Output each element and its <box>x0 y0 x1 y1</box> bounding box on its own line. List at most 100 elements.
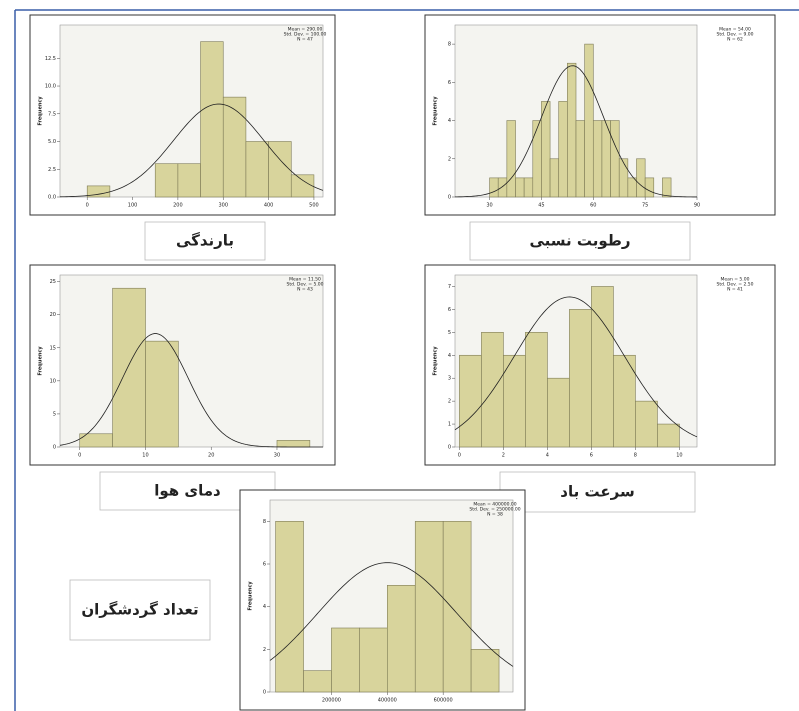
bar <box>644 177 655 198</box>
bar <box>541 101 551 198</box>
bar <box>268 141 292 198</box>
normal-curve <box>59 333 323 448</box>
y-tick-label: 2 <box>263 647 266 653</box>
y-tick-label: 0 <box>53 445 56 451</box>
y-tick-label: 4 <box>263 604 266 610</box>
x-tick-label: 200 <box>173 203 183 209</box>
bar <box>245 141 269 198</box>
y-tick-label: 5 <box>53 411 56 417</box>
y-tick-label: 10 <box>50 378 56 384</box>
y-axis-label: Frequency <box>38 346 44 376</box>
bar <box>470 649 500 693</box>
stats-text: Mean = 400000.00 <box>473 502 516 508</box>
caption-box <box>69 579 211 641</box>
x-tick-label: 200000 <box>322 698 341 704</box>
y-tick-label: 6 <box>448 307 451 313</box>
bar <box>635 400 658 448</box>
caption: تعداد گردشگران <box>81 601 198 619</box>
stats-text: Mean = 54.00 <box>719 27 751 33</box>
normal-curve <box>59 103 324 198</box>
stats-text: Std. Dev. = 100.00 <box>284 32 327 38</box>
y-tick-label: 0 <box>448 195 451 201</box>
bar <box>497 177 508 198</box>
x-tick-label: 75 <box>642 203 648 209</box>
x-tick-label: 8 <box>634 453 637 459</box>
y-tick-label: 5 <box>448 330 451 336</box>
bar <box>222 96 247 198</box>
bar <box>489 177 499 198</box>
bar <box>569 309 592 448</box>
bar <box>584 43 594 198</box>
y-tick-label: 6 <box>448 80 451 86</box>
y-tick-label: 6 <box>263 562 266 568</box>
y-tick-label: 12.5 <box>45 56 56 62</box>
y-tick-label: 25 <box>50 279 56 285</box>
bar <box>618 158 629 198</box>
bar <box>532 120 542 198</box>
x-tick-label: 0 <box>78 453 81 459</box>
x-tick-label: 100 <box>128 203 138 209</box>
bar <box>154 163 179 198</box>
bar <box>387 585 416 693</box>
bar <box>506 120 516 198</box>
stats-text: N = 62 <box>727 37 743 43</box>
y-tick-label: 1 <box>448 422 451 428</box>
stats-text: Std. Dev. = 2.50 <box>717 282 754 288</box>
bar <box>177 163 201 198</box>
normal-curve <box>269 562 514 667</box>
bar <box>592 120 603 198</box>
bar <box>636 158 646 198</box>
x-tick-label: 45 <box>538 203 544 209</box>
bar <box>331 627 360 693</box>
bar <box>558 101 568 198</box>
caption: رطوبت نسبی <box>529 232 630 250</box>
bar <box>657 423 680 448</box>
y-tick-label: 10.0 <box>45 84 56 90</box>
x-tick-label: 20 <box>208 453 214 459</box>
x-tick-label: 400 <box>264 203 274 209</box>
bar <box>275 521 304 693</box>
y-tick-label: 2 <box>448 399 451 405</box>
bar <box>575 120 585 198</box>
x-tick-label: 0 <box>86 203 89 209</box>
caption: سرعت باد <box>560 483 634 501</box>
stats-text: N = 47 <box>297 37 313 43</box>
y-axis-label: Frequency <box>433 346 439 376</box>
stats-text: Std. Dev. = 250000.00 <box>469 507 520 513</box>
bar <box>627 177 637 198</box>
y-tick-label: 7.5 <box>48 111 56 117</box>
bar <box>662 177 672 198</box>
x-tick-label: 400000 <box>378 698 397 704</box>
y-tick-label: 15 <box>50 345 56 351</box>
stats-text: Mean = 11.50 <box>289 277 321 283</box>
y-tick-label: 8 <box>263 519 266 525</box>
caption-box <box>144 221 266 261</box>
normal-curve <box>454 65 698 198</box>
plot-area <box>59 274 324 448</box>
x-tick-label: 600000 <box>434 698 453 704</box>
bar <box>200 41 224 198</box>
y-tick-label: 0 <box>448 445 451 451</box>
stats-text: Std. Dev. = 9.00 <box>717 32 754 38</box>
bar <box>525 332 548 448</box>
bar <box>481 332 504 448</box>
caption: دمای هوا <box>154 482 221 500</box>
bar <box>549 158 560 198</box>
bar <box>567 62 577 198</box>
bar <box>145 340 179 448</box>
bar <box>303 670 332 693</box>
bar <box>359 627 388 693</box>
y-tick-label: 5.0 <box>48 139 56 145</box>
stats-text: N = 41 <box>727 287 743 293</box>
bar <box>591 286 614 448</box>
y-tick-label: 3 <box>448 376 451 382</box>
y-axis-label: Frequency <box>433 96 439 126</box>
x-tick-label: 2 <box>502 453 505 459</box>
x-tick-label: 4 <box>546 453 549 459</box>
stats-text: Mean = 290.00 <box>288 27 323 33</box>
y-tick-label: 2.5 <box>48 167 56 173</box>
x-tick-label: 6 <box>590 453 593 459</box>
y-tick-label: 4 <box>448 353 451 359</box>
bar <box>414 521 444 693</box>
x-tick-label: 10 <box>676 453 682 459</box>
